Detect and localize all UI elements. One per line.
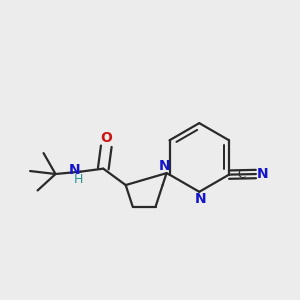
- Text: C: C: [238, 167, 246, 181]
- Text: N: N: [68, 163, 80, 177]
- Text: H: H: [74, 173, 83, 187]
- Text: N: N: [195, 192, 207, 206]
- Text: N: N: [257, 167, 269, 181]
- Text: N: N: [159, 159, 171, 173]
- Text: O: O: [100, 131, 112, 145]
